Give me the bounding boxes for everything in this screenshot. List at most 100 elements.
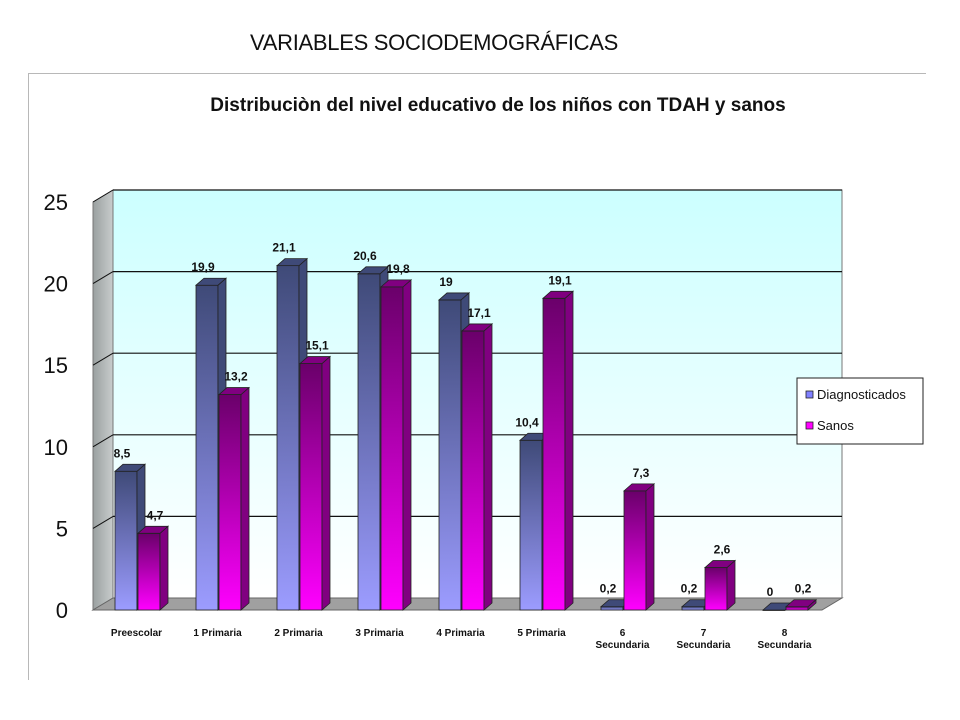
gridline-side [92,434,114,448]
bar-side [159,525,169,611]
bar-top [379,279,413,288]
legend-swatch-sanos [805,421,814,430]
data-label: 4,7 [147,508,164,522]
bar-top [784,599,818,608]
y-tick-label: 25 [44,190,68,215]
bar-front [681,606,705,611]
legend-box [796,377,924,445]
y-tick-label: 20 [44,272,68,297]
x-tick-label: 1 Primaria [193,628,242,639]
data-label: 7,3 [633,466,650,480]
y-tick-label: 10 [44,435,68,460]
gridline-side [92,271,114,285]
bar-front [600,606,624,611]
data-label: 8,5 [114,446,131,460]
bar-top [460,323,494,332]
bar-side [645,482,655,611]
data-label: 19,1 [548,273,572,287]
bar-top [541,290,575,299]
data-label: 20,6 [353,249,377,263]
bar-top [194,277,228,286]
data-label: 15,1 [305,339,329,353]
x-tick-label: 7 [701,628,707,639]
bar-front [299,363,323,611]
gridline-side [92,352,114,366]
x-tick-label: Secundaria [596,640,650,651]
data-label: 0 [767,585,774,599]
bar-side [402,278,412,611]
bar-front [438,299,462,611]
y-tick-label: 0 [56,598,68,623]
bar-sanos-7 [703,559,737,611]
bar-top [703,560,737,568]
bar-sanos-1 [217,386,251,611]
data-label: 21,1 [272,241,296,255]
x-tick-label: Preescolar [111,628,162,639]
bar-side [321,355,331,611]
bar-sanos-2 [298,355,332,611]
bar-front [195,284,219,611]
bar-front [623,490,647,611]
bar-side [726,559,736,611]
data-label: 2,6 [714,543,731,557]
bar-front [137,532,161,611]
x-tick-label: Secundaria [677,640,731,651]
bar-top [113,463,147,472]
data-label: 0,2 [600,582,617,596]
bar-front [218,394,242,611]
data-label: 13,2 [224,370,248,384]
legend: Diagnosticados Sanos [796,377,924,445]
bar-side [483,323,493,611]
gridline-side [92,189,114,203]
x-tick-label: 5 Primaria [517,628,566,639]
bar-front [542,297,566,611]
legend-label-sanos: Sanos [817,418,854,433]
gridline-side [92,515,114,529]
bar-front [704,567,728,611]
frame-top-border [28,73,926,74]
bar-top [217,387,251,395]
data-label: 0,2 [795,582,812,596]
bar-front [276,265,300,611]
x-tick-label: 8 [782,628,788,639]
bar-front [114,470,138,611]
x-tick-label: 2 Primaria [274,628,323,639]
slide-title: VARIABLES SOCIODEMOGRÁFICAS [250,30,619,55]
bar-sanos-8 [784,598,818,611]
x-tick-label: 6 [620,628,626,639]
bar-sanos-3 [379,278,413,611]
data-label: 19 [439,275,453,289]
chart-side-wall [92,189,114,611]
bar-top [298,356,332,364]
bar-front [357,273,381,611]
data-label: 10,4 [515,415,539,429]
x-tick-label: 3 Primaria [355,628,404,639]
bar-sanos-6 [622,482,656,611]
bar-top [622,483,656,492]
bar-front [785,606,809,611]
bar-sanos-5 [541,290,575,611]
bar-front [380,286,404,611]
bar-side [240,386,250,611]
bar-side [564,290,574,611]
bar-top [356,266,390,275]
bar-sanos-4 [460,323,494,611]
frame-left-border [28,73,29,680]
y-tick-label: 5 [56,516,68,541]
data-label: 19,9 [191,260,215,274]
x-tick-label: Secundaria [758,640,812,651]
y-tick-label: 15 [44,353,68,378]
legend-label-diagnosticados: Diagnosticados [817,387,906,402]
data-label: 19,8 [386,262,410,276]
bar-front [519,439,543,611]
bar-top [437,292,471,301]
data-label: 17,1 [467,306,491,320]
bar-front [461,330,485,611]
chart-title: Distribuciòn del nivel educativo de los … [210,95,785,116]
data-label: 0,2 [681,582,698,596]
x-tick-label: 4 Primaria [436,628,485,639]
bar-top [275,258,309,267]
legend-swatch-diagnosticados [805,390,814,399]
bar-sanos-0 [136,525,170,611]
